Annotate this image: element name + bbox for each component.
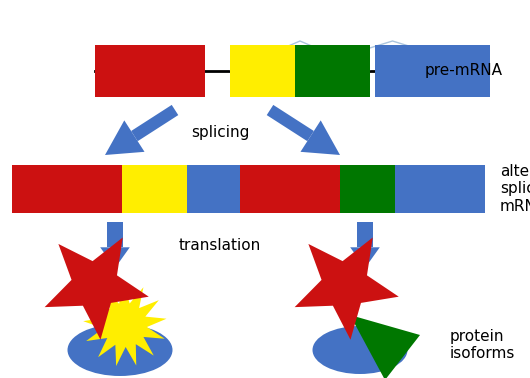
Polygon shape [301, 120, 340, 155]
Polygon shape [100, 247, 130, 268]
Bar [12, 165, 122, 213]
Bar [375, 45, 490, 97]
Ellipse shape [313, 326, 408, 374]
Bar [240, 165, 340, 213]
Bar [340, 165, 395, 213]
Polygon shape [45, 237, 149, 340]
Text: protein
isoforms: protein isoforms [450, 329, 515, 361]
Polygon shape [131, 105, 178, 141]
Polygon shape [350, 247, 380, 268]
Bar [107, 222, 123, 247]
Text: pre-mRNA: pre-mRNA [425, 64, 503, 79]
Bar [357, 222, 373, 247]
Polygon shape [295, 237, 399, 340]
Bar [230, 45, 305, 97]
Bar [95, 45, 205, 97]
Text: alternatively
spliced
mRNAs: alternatively spliced mRNAs [500, 164, 530, 214]
Bar [122, 165, 187, 213]
Polygon shape [105, 120, 145, 155]
Text: translation: translation [179, 237, 261, 253]
Polygon shape [350, 315, 420, 378]
Bar [187, 165, 287, 213]
Bar [295, 45, 370, 97]
Bar [395, 165, 485, 213]
Ellipse shape [67, 324, 172, 376]
Text: splicing: splicing [191, 125, 249, 141]
Polygon shape [267, 105, 314, 141]
Polygon shape [83, 283, 166, 366]
